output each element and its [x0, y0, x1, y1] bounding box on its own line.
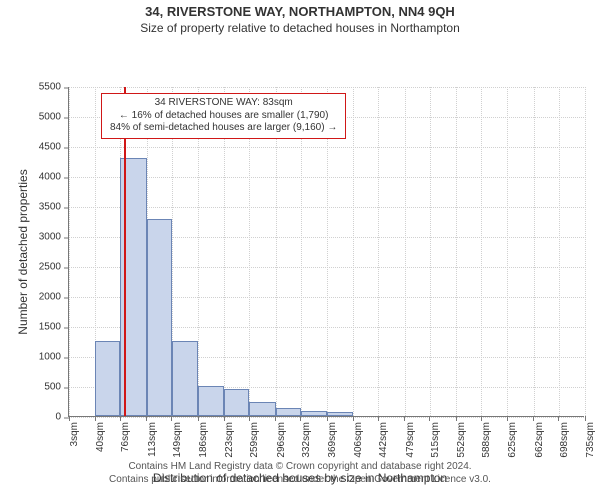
- ytick-label: 2500: [39, 262, 69, 273]
- gridline-v: [534, 87, 535, 416]
- footer-line-1: Contains HM Land Registry data © Crown c…: [0, 460, 600, 473]
- xtick-label: 296sqm: [276, 422, 287, 458]
- y-axis-label: Number of detached properties: [16, 169, 30, 334]
- gridline-v: [353, 87, 354, 416]
- ytick-label: 4000: [39, 172, 69, 183]
- gridline-v: [69, 87, 70, 416]
- histogram-bar: [224, 389, 249, 416]
- ytick-label: 1000: [39, 352, 69, 363]
- ytick-label: 5500: [39, 82, 69, 93]
- xtick-label: 76sqm: [120, 422, 131, 452]
- ytick-label: 3500: [39, 202, 69, 213]
- histogram-bar: [198, 386, 224, 416]
- page-subtitle: Size of property relative to detached ho…: [0, 19, 600, 35]
- xtick-label: 552sqm: [456, 422, 467, 458]
- legend-line: 84% of semi-detached houses are larger (…: [110, 122, 337, 135]
- xtick-label: 113sqm: [147, 422, 158, 457]
- xtick-label: 186sqm: [198, 422, 209, 458]
- xtick-label: 406sqm: [353, 422, 364, 458]
- legend-line: 34 RIVERSTONE WAY: 83sqm: [110, 97, 337, 110]
- ytick-label: 3000: [39, 232, 69, 243]
- histogram-bar: [172, 341, 198, 416]
- xtick-label: 479sqm: [405, 422, 416, 458]
- gridline-v: [456, 87, 457, 416]
- xtick-label: 625sqm: [507, 422, 518, 458]
- legend-box: 34 RIVERSTONE WAY: 83sqm← 16% of detache…: [101, 93, 346, 139]
- xtick-label: 332sqm: [301, 422, 312, 458]
- ytick-label: 0: [55, 412, 69, 423]
- xtick-label: 223sqm: [224, 422, 235, 458]
- histogram-bar: [276, 408, 301, 416]
- xtick-label: 442sqm: [378, 422, 389, 458]
- ytick-label: 1500: [39, 322, 69, 333]
- xtick-label: 588sqm: [481, 422, 492, 458]
- xtick-label: 149sqm: [172, 422, 183, 458]
- ytick-label: 500: [44, 382, 69, 393]
- xtick-label: 662sqm: [534, 422, 545, 458]
- histogram-bar: [301, 411, 327, 416]
- xtick-label: 698sqm: [559, 422, 570, 458]
- gridline-v: [481, 87, 482, 416]
- gridline-v: [559, 87, 560, 416]
- xtick-label: 40sqm: [95, 422, 106, 452]
- gridline-v: [507, 87, 508, 416]
- xtick-label: 735sqm: [585, 422, 596, 458]
- page-title: 34, RIVERSTONE WAY, NORTHAMPTON, NN4 9QH: [0, 0, 600, 19]
- ytick-label: 4500: [39, 142, 69, 153]
- gridline-v: [378, 87, 379, 416]
- legend-line: ← 16% of detached houses are smaller (1,…: [110, 110, 337, 123]
- xtick-label: 515sqm: [430, 422, 441, 458]
- ytick-label: 5000: [39, 112, 69, 123]
- histogram-bar: [147, 219, 172, 416]
- footer-line-2: Contains public sector information licen…: [0, 473, 600, 486]
- gridline-v: [430, 87, 431, 416]
- ytick-label: 2000: [39, 292, 69, 303]
- histogram-bar: [95, 341, 120, 416]
- histogram-bar: [249, 402, 275, 416]
- xtick-label: 259sqm: [249, 422, 260, 458]
- plot-area: 0500100015002000250030003500400045005000…: [68, 87, 584, 417]
- gridline-v: [585, 87, 586, 416]
- histogram-chart: 0500100015002000250030003500400045005000…: [0, 35, 600, 36]
- xtick-label: 369sqm: [327, 422, 338, 458]
- xtick-label: 3sqm: [69, 422, 80, 446]
- footer-attribution: Contains HM Land Registry data © Crown c…: [0, 460, 600, 486]
- gridline-v: [405, 87, 406, 416]
- histogram-bar: [327, 412, 353, 416]
